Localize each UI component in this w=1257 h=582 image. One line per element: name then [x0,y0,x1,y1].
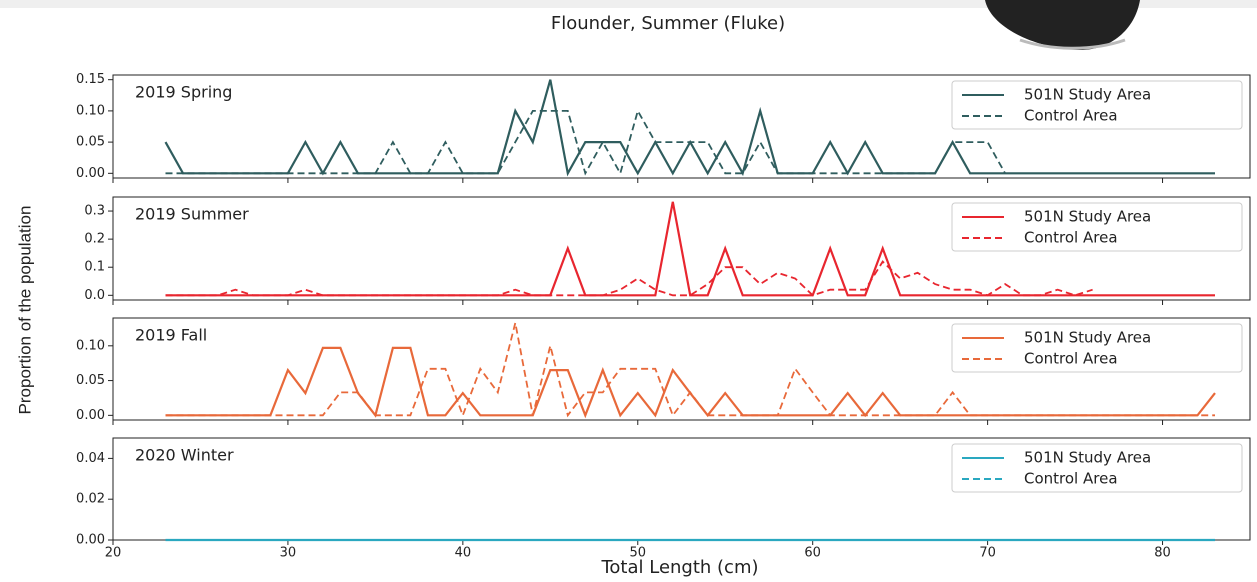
panel-title: 2020 Winter [135,446,234,465]
legend-label: Control Area [1024,350,1118,368]
panel-title: 2019 Summer [135,205,249,224]
x-tick-label: 20 [105,546,122,561]
plot-area [112,74,1251,179]
legend-label: Control Area [1024,107,1118,125]
x-tick-label: 40 [455,546,472,561]
y-tick-label: 0.3 [84,204,105,219]
top-band [0,0,1257,8]
plot-area [112,317,1251,421]
series-line [165,322,1215,418]
y-tick-label: 0.00 [76,533,105,548]
legend-label: 501N Study Area [1024,208,1151,226]
y-tick-label: 0.2 [84,232,105,247]
series-line [165,260,1093,297]
y-tick-label: 0.00 [76,408,105,423]
y-tick-label: 0.00 [76,166,105,181]
x-tick-label: 30 [280,546,297,561]
x-tick-label: 60 [804,546,821,561]
legend-box [951,202,1243,252]
panel-title: 2019 Spring [135,83,232,102]
fish-image [985,0,1140,50]
legend-label: Control Area [1024,229,1118,247]
y-tick-label: 0.0 [84,288,105,303]
y-tick-label: 0.1 [84,260,105,275]
y-tick-label: 0.04 [76,451,105,466]
legend-box [951,443,1243,493]
y-tick-label: 0.10 [76,338,105,353]
legend-label: 501N Study Area [1024,449,1151,467]
x-tick-label: 80 [1154,546,1171,561]
x-axis-label: Total Length (cm) [600,557,758,578]
y-tick-label: 0.10 [76,103,105,118]
legend-box [951,323,1243,373]
y-tick-label: 0.05 [76,135,105,150]
x-tick-label: 50 [629,546,646,561]
legend-label: 501N Study Area [1024,86,1151,104]
legend-box [951,80,1243,130]
plot-area [112,196,1251,301]
legend-label: 501N Study Area [1024,329,1151,347]
y-tick-label: 0.02 [76,492,105,507]
y-tick-label: 0.05 [76,373,105,388]
series-line [165,108,1006,176]
panel-title: 2019 Fall [135,326,207,345]
y-axis-label: Proportion of the population [15,206,34,415]
x-tick-label: 70 [979,546,996,561]
fish-fin [1019,38,1126,50]
y-tick-label: 0.15 [76,72,105,87]
figure-title: Flounder, Summer (Fluke) [551,13,785,34]
legend-label: Control Area [1024,470,1118,488]
